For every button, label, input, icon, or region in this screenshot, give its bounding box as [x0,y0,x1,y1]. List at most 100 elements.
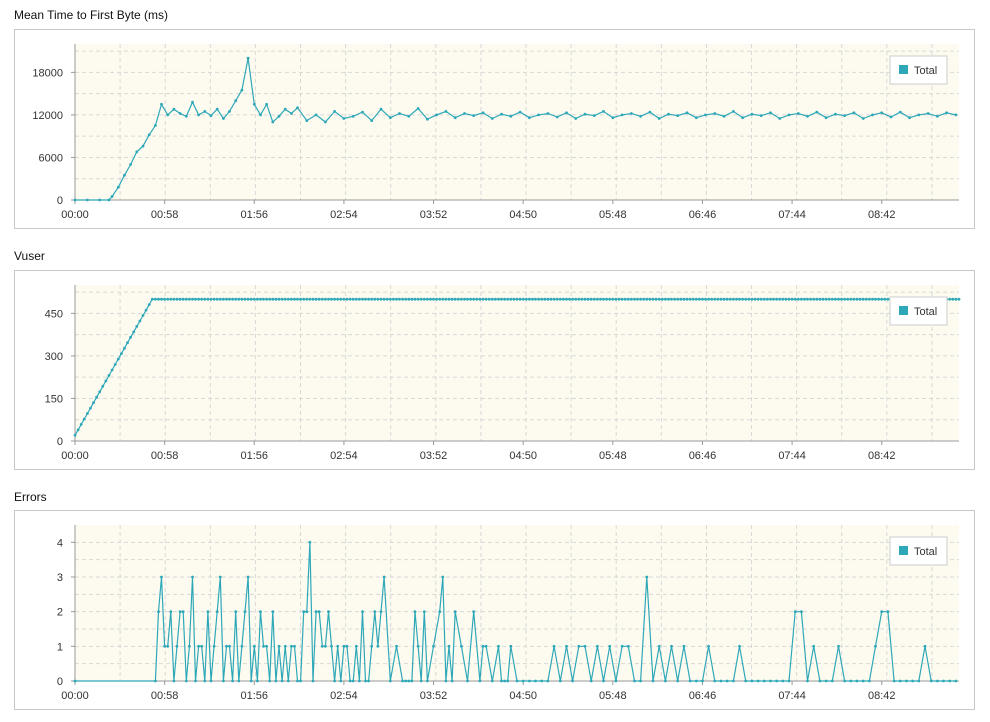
data-point [107,374,111,377]
data-point [905,679,908,683]
data-point [571,297,574,301]
data-point [602,110,605,113]
data-point [222,679,225,683]
data-point [438,610,442,614]
data-point [911,679,914,683]
data-point [472,297,476,301]
legend: Total [889,536,948,566]
x-tick-label: 00:00 [61,450,89,462]
data-point [339,297,343,301]
data-point [268,679,272,683]
data-point [157,297,160,301]
data-point [234,99,238,103]
data-point [317,297,321,301]
data-point [181,297,185,301]
data-point [181,610,185,614]
data-point [830,679,834,683]
data-point [252,102,256,106]
data-point [722,297,726,301]
data-point [410,679,414,683]
data-point [280,679,284,683]
data-point [345,644,349,648]
data-point [98,390,102,394]
data-point [441,575,445,579]
data-point [840,297,843,301]
data-point [664,297,667,301]
data-point [685,297,689,301]
data-point [596,644,599,648]
data-point [549,297,553,301]
data-point [370,119,374,122]
data-point [135,150,139,154]
data-point [194,679,197,683]
data-point [305,610,309,614]
data-point [225,297,228,301]
plot-area [75,285,959,441]
data-point [262,644,265,648]
data-point [432,297,435,301]
data-point [741,116,744,120]
data-point [506,297,510,301]
data-point [138,319,142,323]
data-point [478,297,482,301]
data-point [98,198,102,202]
data-point [147,303,151,306]
data-point [342,117,346,120]
data-point [834,297,837,301]
data-point [407,114,411,118]
data-point [361,110,364,114]
data-point [361,297,364,301]
x-tick-label: 01:56 [241,690,269,702]
data-point [327,297,330,301]
data-point [246,297,250,301]
data-point [521,297,525,301]
x-tick-label: 02:54 [330,690,358,702]
data-point [596,297,599,301]
data-point [642,297,646,301]
data-point [209,679,213,683]
data-point [580,297,584,301]
data-point [135,325,139,328]
data-point [225,644,228,648]
data-point [586,297,590,301]
data-point [463,112,466,115]
data-point [546,679,550,683]
data-point [673,297,676,301]
data-point [503,679,506,683]
data-point [188,297,191,301]
data-point [450,297,454,301]
data-point [744,297,748,301]
data-point [481,111,485,115]
y-tick-label: 18000 [32,67,63,79]
data-point [376,644,380,648]
data-point [923,644,927,648]
data-point [197,297,201,301]
data-point [682,644,686,648]
data-point [759,297,763,301]
data-point [197,644,201,648]
data-point [86,198,89,202]
data-point [639,114,642,118]
data-point [574,297,578,301]
data-point [441,297,445,301]
data-point [234,297,238,301]
data-point [954,113,958,117]
data-point [936,114,939,118]
data-point [361,610,364,614]
data-point [534,297,537,301]
data-point [456,297,460,301]
data-point [602,297,605,301]
data-point [608,297,612,301]
data-point [203,110,207,113]
ttfb-chart-svg: 0 6000 12000 18000 00:00 00:58 01:56 02:54 03:52… [32,44,959,221]
data-point [824,679,828,683]
data-point [738,644,741,648]
data-point [769,111,772,115]
y-tick-label: 3 [57,572,63,584]
data-point [259,113,262,117]
data-point [314,297,318,301]
x-tick-label: 07:44 [778,690,806,702]
data-point [348,297,352,301]
data-point [664,679,667,683]
data-point [398,112,401,115]
